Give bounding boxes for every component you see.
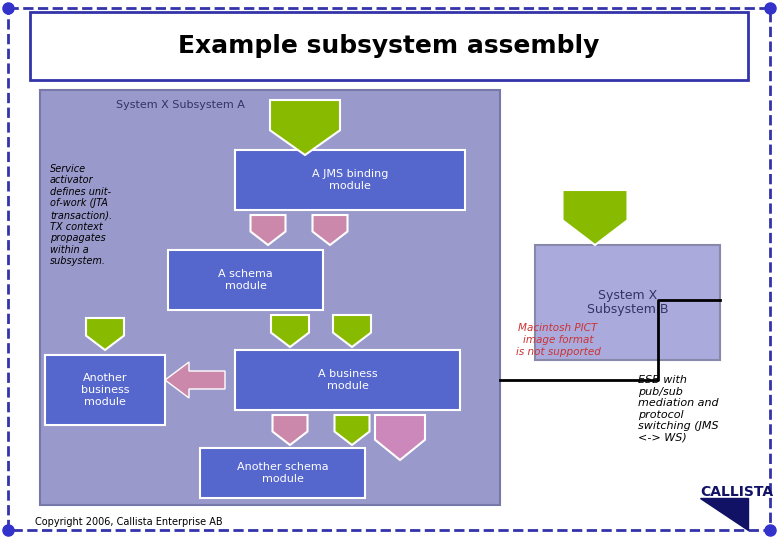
Text: System X Subsystem A: System X Subsystem A (115, 100, 244, 110)
Polygon shape (335, 415, 370, 445)
Polygon shape (272, 415, 307, 445)
Text: Macintosh PICT
image format
is not supported: Macintosh PICT image format is not suppo… (516, 323, 601, 356)
Polygon shape (86, 318, 124, 350)
Polygon shape (562, 190, 627, 245)
Bar (235, 350, 460, 410)
Polygon shape (700, 498, 748, 530)
Text: System X
Subsystem B: System X Subsystem B (587, 288, 668, 316)
Polygon shape (313, 215, 348, 245)
Text: A business
module: A business module (317, 369, 378, 391)
Polygon shape (165, 362, 225, 398)
Polygon shape (333, 315, 371, 347)
Text: Service
activator
defines unit-
of-work (JTA
transaction).
TX context
propagates: Service activator defines unit- of-work … (50, 164, 112, 266)
Text: Another schema
module: Another schema module (236, 462, 328, 484)
Polygon shape (271, 315, 309, 347)
Text: Copyright 2006, Callista Enterprise AB: Copyright 2006, Callista Enterprise AB (35, 517, 222, 527)
Bar (30, 12, 748, 80)
Bar (40, 90, 500, 505)
Polygon shape (270, 100, 340, 155)
Text: ESB with
pub/sub
mediation and
protocol
switching (JMS
<-> WS): ESB with pub/sub mediation and protocol … (638, 375, 718, 443)
Text: Example subsystem assembly: Example subsystem assembly (179, 34, 600, 58)
Polygon shape (375, 415, 425, 460)
Bar (535, 245, 720, 360)
Bar (235, 150, 465, 210)
Bar (45, 355, 165, 425)
Text: Another
business
module: Another business module (81, 373, 129, 407)
Text: CALLISTA: CALLISTA (700, 485, 773, 499)
Bar (168, 250, 323, 310)
Text: A schema
module: A schema module (218, 269, 273, 291)
Polygon shape (250, 215, 285, 245)
Bar (200, 448, 365, 498)
Text: A JMS binding
module: A JMS binding module (312, 169, 388, 191)
